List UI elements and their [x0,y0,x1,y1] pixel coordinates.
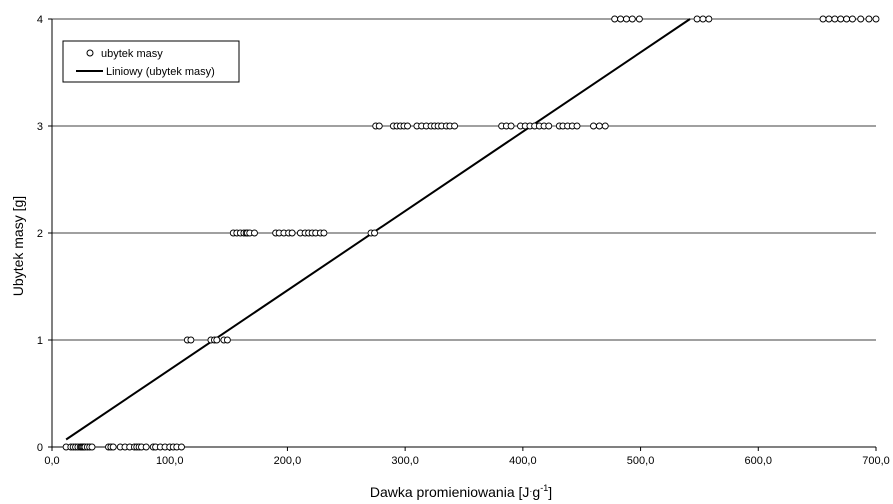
data-point [223,336,231,344]
data-point [693,15,701,23]
data-point [187,336,195,344]
data-point [288,229,296,237]
data-point [375,122,383,130]
x-axis-title-dot: · [529,486,532,496]
y-axis-title: Ubytek masy [g] [10,196,26,296]
data-point [213,336,221,344]
x-tick-label: 300,0 [391,455,419,467]
axes [48,18,877,451]
y-tick-label: 4 [37,14,43,26]
x-axis-title: Dawka promieniowania [J·g-1] [370,483,552,500]
data-point [849,15,856,23]
legend-label-points: ubytek masy [101,48,163,60]
trend-line [65,18,691,441]
data-point [865,15,873,23]
data-point [617,15,625,23]
data-point [857,15,865,23]
data-point [178,443,185,451]
x-tick-label: 400,0 [509,455,537,467]
data-point [699,15,707,23]
data-point [320,229,328,237]
x-tick-label: 700,0 [862,455,890,467]
x-tick-label: 100,0 [156,455,184,467]
x-axis-title-close: ] [548,484,552,500]
data-point [601,122,609,130]
data-point [545,122,553,130]
legend-marker-circle-icon [86,49,94,57]
legend-box [62,40,240,83]
legend: ubytek masy Liniowy (ubytek masy) [62,40,240,83]
data-point [872,15,880,23]
trend-line-series [65,18,691,441]
tick-labels: 0 1 2 3 4 0,0 100,0 200,0 300,0 400,0 500,0 600,0 70… [37,14,890,467]
data-point [142,443,150,451]
data-points-series [62,15,880,451]
data-point [88,443,96,451]
data-point [837,15,845,23]
x-tick-label: 200,0 [274,455,302,467]
data-point [371,229,378,237]
y-tick-label: 3 [37,121,43,133]
data-point [507,122,515,130]
data-point [595,122,603,130]
data-point [404,122,411,130]
x-axis-title-exponent: -1 [540,483,548,493]
y-tick-label: 2 [37,228,43,240]
x-tick-label: 0,0 [44,455,59,467]
data-point [705,15,713,23]
data-point [109,443,117,451]
legend-label-line: Liniowy (ubytek masy) [106,66,215,78]
x-axis-title-main: Dawka promieniowania [J [370,484,530,500]
grid-lines [52,18,876,341]
data-point [825,15,833,23]
y-tick-label: 0 [37,442,43,454]
data-point [831,15,839,23]
data-point [251,229,258,237]
data-point [611,15,619,23]
data-point [628,15,636,23]
data-point [622,15,630,23]
x-tick-label: 500,0 [627,455,655,467]
x-tick-label: 600,0 [745,455,773,467]
x-axis-title-unit: g [532,484,540,500]
data-point [573,122,581,130]
data-point [819,15,827,23]
data-point [635,15,643,23]
data-point [451,122,459,130]
data-point [590,122,597,130]
data-point [843,15,851,23]
y-tick-label: 1 [37,335,43,347]
